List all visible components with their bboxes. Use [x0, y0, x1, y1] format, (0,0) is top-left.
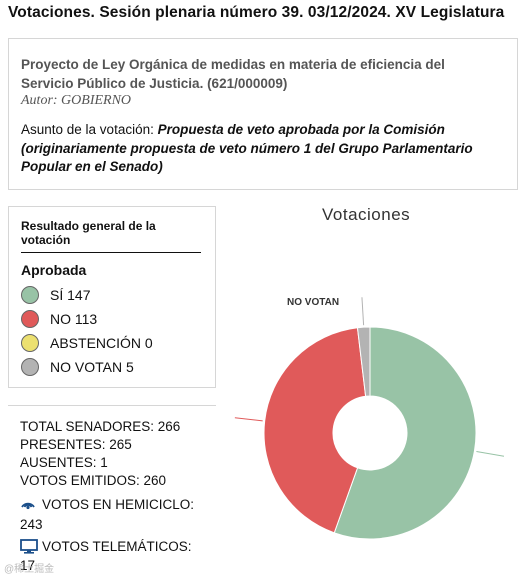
legend-item-si[interactable]: SÍ 147	[21, 285, 90, 305]
legend-item-abstencion[interactable]: ABSTENCIÓN 0	[21, 333, 153, 353]
stat-ausentes: AUSENTES: 1	[20, 455, 108, 470]
vote-subject-label: Asunto de la votación:	[21, 122, 158, 137]
legend-label-abstencion: ABSTENCIÓN 0	[50, 335, 153, 351]
stat-presentes: PRESENTES: 265	[20, 437, 132, 452]
monitor-icon	[20, 539, 38, 559]
result-box: Resultado general de la votación Aprobad…	[8, 206, 216, 388]
legend-dot-si	[21, 286, 39, 304]
vote-subject-text: Propuesta de veto aprobada por la Comisi…	[21, 122, 473, 174]
project-author: Autor: GOBIERNO	[21, 93, 132, 108]
project-title: Proyecto de Ley Orgánica de medidas en m…	[21, 57, 445, 91]
legend-label-si: SÍ 147	[50, 287, 91, 303]
watermark: @稀土掘金	[4, 564, 55, 575]
stat-telematicos-value: 17	[20, 558, 36, 573]
legend-dot-no-votan	[21, 358, 39, 376]
stat-telematicos-label: VOTOS TELEMÁTICOS:	[42, 539, 192, 554]
leader-line-no	[234, 417, 263, 422]
legend-dot-no	[21, 310, 39, 328]
chart-title: Votaciones	[322, 205, 411, 224]
result-status: Aprobada	[21, 262, 87, 278]
votes-donut-chart: NO VOTAN	[234, 297, 505, 540]
leader-line-no-votan	[361, 297, 365, 326]
pie-slice-no-votan[interactable]	[356, 326, 371, 397]
project-box: Proyecto de Ley Orgánica de medidas en m…	[8, 38, 518, 190]
vote-subject: Asunto de la votación: Propuesta de veto…	[21, 121, 509, 177]
result-heading: Resultado general de la votación	[21, 219, 201, 253]
leader-line-s-	[476, 450, 505, 457]
stat-total: TOTAL SENADORES: 266	[20, 419, 181, 434]
chart-annotation-no-votan: NO VOTAN	[287, 297, 339, 308]
legend-item-no-votan[interactable]: NO VOTAN 5	[21, 357, 134, 377]
pie-slice-s-[interactable]	[333, 326, 477, 540]
legend-item-no[interactable]: NO 113	[21, 309, 97, 329]
legend-label-no: NO 113	[50, 311, 98, 327]
stat-hemiciclo-value: 243	[20, 517, 43, 532]
wireless-signal-icon	[20, 496, 36, 515]
divider	[8, 405, 216, 406]
legend-dot-abstencion	[21, 334, 39, 352]
stat-emitidos: VOTOS EMITIDOS: 260	[20, 473, 167, 488]
pie-slice-no[interactable]	[263, 327, 367, 534]
page-title: Votaciones. Sesión plenaria número 39. 0…	[8, 4, 505, 21]
stat-hemiciclo-label: VOTOS EN HEMICICLO:	[42, 497, 195, 512]
legend-label-no-votan: NO VOTAN 5	[50, 359, 134, 375]
